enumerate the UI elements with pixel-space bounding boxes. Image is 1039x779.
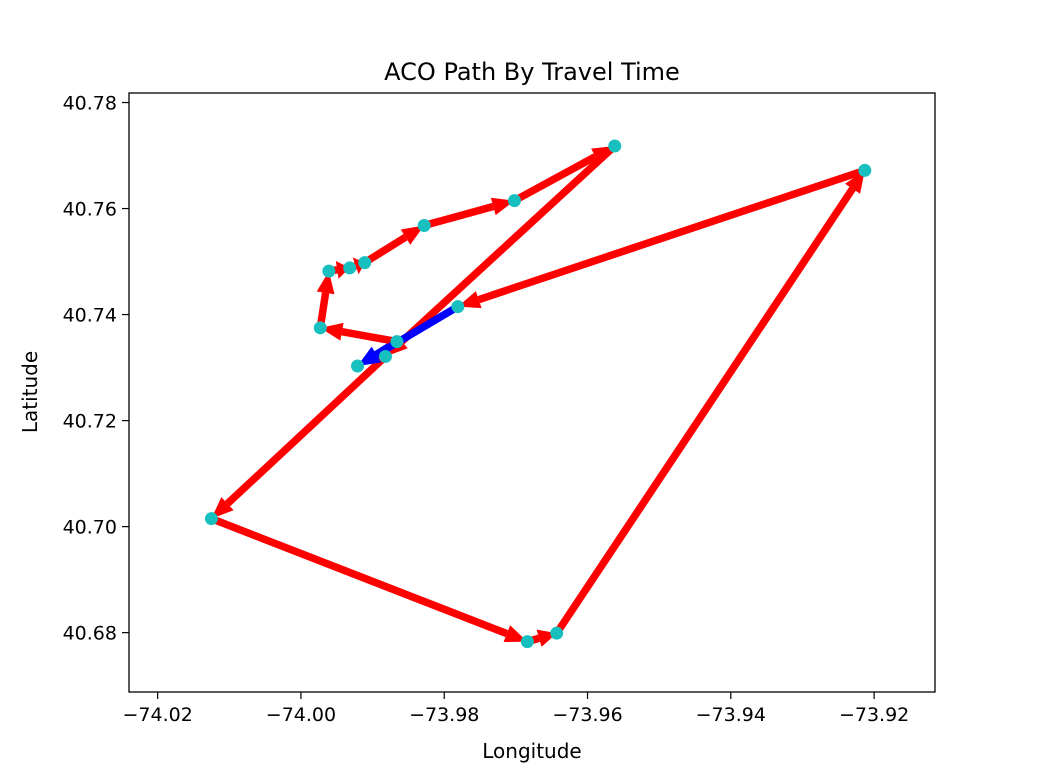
x-tick-label: −73.94 [696,704,766,726]
path-segment [374,303,460,359]
location-point [520,635,534,649]
path-arrow [357,303,460,366]
location-point [204,512,218,526]
location-point [343,261,357,275]
path-arrow [210,515,528,643]
arrow-head [211,497,234,519]
x-axis-label: Longitude [482,739,581,763]
x-tick-label: −74.02 [122,704,192,726]
x-axis: −74.02 −74.00 −73.98 −73.96 −73.94 −73.92 [122,692,909,726]
chart-title: ACO Path By Travel Time [384,58,680,86]
y-tick-label: 40.78 [63,93,117,115]
location-point [417,219,431,233]
path-segment [553,186,856,636]
x-tick-label: −74.00 [266,704,336,726]
location-point [390,335,404,349]
axes-frame [128,92,936,693]
y-tick-label: 40.72 [63,411,117,433]
location-point [550,626,564,640]
y-axis: 40.68 40.70 40.72 40.74 40.76 40.78 [63,93,129,645]
arrow-head [457,291,482,309]
y-axis-label: Latitude [18,351,42,433]
path-segment [512,153,598,204]
path-arrow [457,166,866,309]
path-segment [224,353,389,507]
location-point [322,264,336,278]
path-segment [399,143,618,345]
location-point [858,163,872,177]
y-tick-label: 40.76 [63,199,117,221]
location-point [351,359,365,373]
path-arrow [362,225,425,266]
y-tick-label: 40.74 [63,305,117,327]
y-tick-label: 40.70 [63,517,117,539]
plot-area [204,139,872,649]
arrow-head [357,347,382,366]
arrow-head [335,260,350,279]
location-point [507,194,521,208]
path-segment [423,202,495,230]
x-tick-label: −73.98 [409,704,479,726]
arrow-head [503,625,528,643]
location-point [451,300,465,314]
x-tick-label: −73.96 [552,704,622,726]
path-segment [341,328,398,346]
location-point [358,256,372,270]
location-point [608,139,622,153]
path-segment [210,515,509,638]
arrow-head [400,225,425,245]
location-point [378,349,392,363]
x-tick-label: −73.92 [839,704,909,726]
y-tick-label: 40.68 [63,623,117,645]
location-point [313,321,327,335]
path-segment [477,166,866,304]
path-segment [362,233,408,266]
arrow-head [845,170,865,194]
path-arrow [211,353,389,519]
path-arrow [553,170,865,636]
